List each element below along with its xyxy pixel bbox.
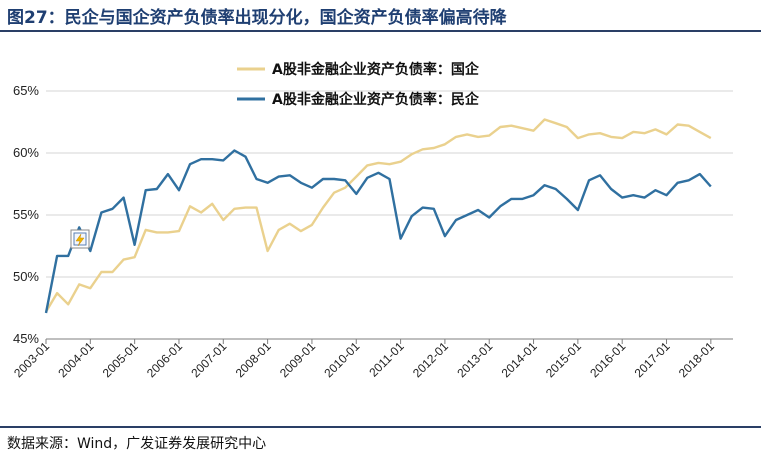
y-tick-label: 50% [13, 269, 39, 284]
flash-icon[interactable] [70, 229, 90, 249]
series-line-private [44, 149, 712, 314]
x-tick-label: 2004-01 [55, 339, 96, 380]
x-tick-label: 2006-01 [144, 339, 185, 380]
x-tick-label: 2010-01 [321, 339, 362, 380]
chart-title: 图27：民企与国企资产负债率出现分化，国企资产负债率偏高待降 [7, 8, 507, 28]
x-tick-label: 2016-01 [587, 339, 628, 380]
x-tick-label: 2017-01 [632, 339, 673, 380]
x-tick-label: 2015-01 [543, 339, 584, 380]
legend-label: A股非金融企业资产负债率：国企 [272, 61, 480, 78]
data-source: 数据来源：Wind，广发证券发展研究中心 [7, 436, 267, 452]
x-tick-label: 2008-01 [233, 339, 274, 380]
x-tick-label: 2013-01 [454, 339, 495, 380]
x-tick-label: 2018-01 [676, 339, 717, 380]
source-divider [0, 426, 761, 428]
x-tick-label: 2014-01 [499, 339, 540, 380]
x-tick-label: 2009-01 [277, 339, 318, 380]
y-tick-label: 55% [13, 207, 39, 222]
y-tick-label: 45% [13, 331, 39, 346]
series-line-soe [44, 118, 712, 313]
x-tick-label: 2007-01 [188, 339, 229, 380]
title-divider [0, 30, 761, 32]
x-tick-label: 2005-01 [100, 339, 141, 380]
x-tick-label: 2011-01 [366, 339, 407, 380]
x-tick-label: 2012-01 [410, 339, 451, 380]
legend-label: A股非金融企业资产负债率：民企 [272, 91, 480, 108]
y-tick-label: 65% [13, 83, 39, 98]
y-tick-label: 60% [13, 145, 39, 160]
